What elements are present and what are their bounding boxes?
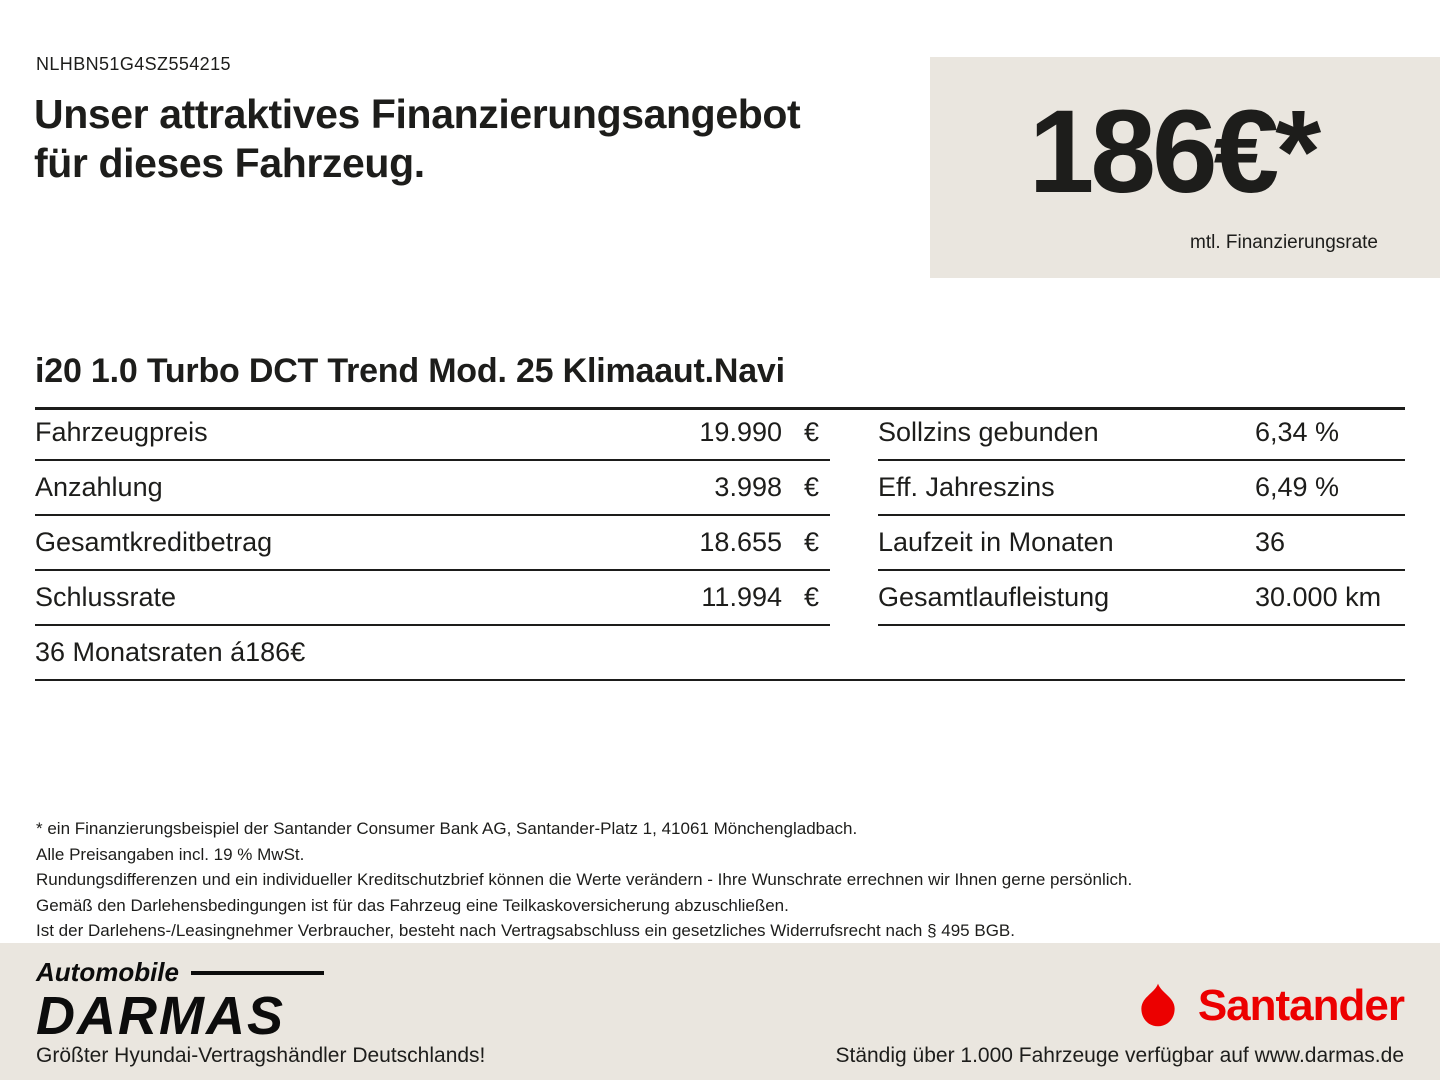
offer-headline-line2: für dieses Fahrzeug. xyxy=(34,140,425,187)
table-row-eff-jahreszins: Eff. Jahreszins 6,49 % xyxy=(878,461,1405,516)
row-unit: € xyxy=(290,637,306,667)
darmas-logo-bar xyxy=(191,970,324,975)
row-label: Sollzins gebunden xyxy=(878,417,1099,447)
footnote-line: Rundungsdifferenzen und ein individuelle… xyxy=(36,870,1133,889)
table-row-anzahlung: Anzahlung 3.998 € xyxy=(35,461,830,516)
table-row-sollzins: Sollzins gebunden 6,34 % xyxy=(878,406,1405,461)
row-unit: € xyxy=(804,417,820,447)
row-value: 186 xyxy=(245,637,291,667)
row-label: 36 Monatsraten á xyxy=(35,637,246,667)
vehicle-vin: NLHBN51G4SZ554215 xyxy=(36,54,231,74)
row-unit: € xyxy=(804,582,820,612)
table-row-schlussrate: Schlussrate 11.994 € xyxy=(35,571,830,626)
row-value: 3.998 xyxy=(714,472,782,502)
finance-table-left-column: Fahrzeugpreis 19.990 € Anzahlung 3.998 €… xyxy=(35,406,830,626)
footnote-line: Ist der Darlehens-/Leasingnehmer Verbrau… xyxy=(36,921,1015,940)
vehicle-title: i20 1.0 Turbo DCT Trend Mod. 25 Klimaaut… xyxy=(35,352,1405,410)
footnote-line: Gemäß den Darlehensbedingungen ist für d… xyxy=(36,895,789,915)
footnote-line: Alle Preisangaben incl. 19 % MwSt. xyxy=(36,844,305,864)
row-unit: € xyxy=(804,527,820,557)
finance-table: Fahrzeugpreis 19.990 € Anzahlung 3.998 €… xyxy=(35,406,1405,681)
table-row-laufzeit: Laufzeit in Monaten 36 xyxy=(878,516,1405,571)
footer-right-tagline: Ständig über 1.000 Fahrzeuge verfügbar a… xyxy=(835,1044,1404,1067)
santander-flame-icon xyxy=(1141,983,1175,1027)
table-row-gesamtkreditbetrag: Gesamtkreditbetrag 18.655 € xyxy=(35,516,830,571)
row-value: 36 xyxy=(1255,527,1286,557)
monthly-rate-caption: mtl. Finanzierungsrate xyxy=(1190,232,1378,253)
footnote-line: * ein Finanzierungsbeispiel der Santande… xyxy=(36,819,858,838)
row-value: 11.994 xyxy=(701,582,782,612)
monthly-rate-box: 186€* mtl. Finanzierungsrate xyxy=(930,57,1440,278)
table-row-fahrzeugpreis: Fahrzeugpreis 19.990 € xyxy=(35,406,830,461)
row-value: 19.990 xyxy=(699,417,782,447)
santander-logo-text: Santander xyxy=(1197,981,1405,1030)
offer-headline: Unser attraktives Finanzierungsangebot f… xyxy=(34,90,801,188)
footer: Automobile DARMAS Santander Größter Hyun… xyxy=(0,943,1440,1080)
row-label: Eff. Jahreszins xyxy=(878,472,1055,502)
footer-left-tagline: Größter Hyundai-Vertragshändler Deutschl… xyxy=(36,1044,486,1067)
legal-footnotes: * ein Finanzierungsbeispiel der Santande… xyxy=(36,816,1132,944)
monthly-rate-amount: 186€* xyxy=(1028,86,1321,218)
row-value: 6,49 % xyxy=(1255,472,1340,502)
row-value: 30.000 km xyxy=(1255,582,1382,612)
finance-table-right-column: Sollzins gebunden 6,34 % Eff. Jahreszins… xyxy=(878,406,1405,626)
santander-logo: Santander xyxy=(1132,981,1405,1031)
row-label: Laufzeit in Monaten xyxy=(878,527,1114,557)
darmas-logo-name: DARMAS xyxy=(36,986,285,1046)
row-value: 6,34 % xyxy=(1255,417,1340,447)
table-row-monatsraten: 36 Monatsraten á 186 € xyxy=(35,626,1405,681)
row-label: Fahrzeugpreis xyxy=(35,417,208,447)
row-label: Gesamtlaufleistung xyxy=(878,582,1110,612)
row-unit: € xyxy=(804,472,820,502)
row-label: Gesamtkreditbetrag xyxy=(35,527,273,557)
darmas-logo: Automobile DARMAS xyxy=(36,957,324,1045)
darmas-logo-top-text: Automobile xyxy=(36,957,179,987)
row-value: 18.655 xyxy=(699,527,782,557)
row-label: Schlussrate xyxy=(35,582,177,612)
offer-headline-line1: Unser attraktives Finanzierungsangebot xyxy=(34,91,801,137)
row-label: Anzahlung xyxy=(35,472,163,502)
table-row-gesamtlaufleistung: Gesamtlaufleistung 30.000 km xyxy=(878,571,1405,626)
